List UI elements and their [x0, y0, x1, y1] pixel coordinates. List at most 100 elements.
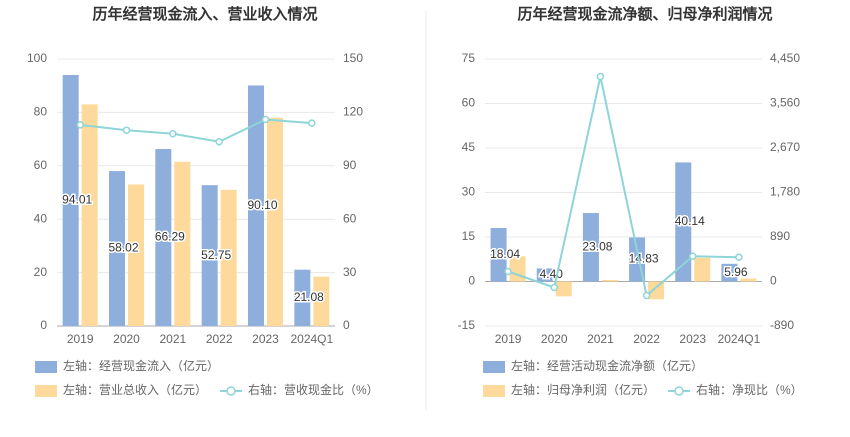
y-tick-label: 30 — [462, 185, 476, 199]
y2-tick-label: 120 — [343, 105, 363, 119]
y-tick-label: 80 — [34, 105, 48, 119]
x-tick-label: 2021 — [587, 332, 614, 346]
bar — [248, 85, 264, 326]
y-tick-label: 15 — [462, 229, 476, 243]
y2-tick-label: 150 — [343, 51, 363, 65]
line-point — [596, 72, 605, 81]
bar — [128, 184, 144, 326]
y2-tick-label: -890 — [770, 318, 794, 332]
legend-label: 左轴：归母净利润（亿元） — [511, 382, 655, 397]
bar — [109, 171, 125, 326]
x-tick-label: 2023 — [679, 332, 706, 346]
bar — [582, 213, 599, 282]
x-tick-label: 2020 — [113, 332, 140, 346]
data-label: 21.08 — [294, 290, 324, 304]
legend-swatch — [483, 361, 505, 373]
line-point — [689, 252, 697, 260]
bar — [201, 185, 218, 326]
y2-tick-label: 2,670 — [770, 140, 800, 154]
data-label: 23.08 — [582, 239, 612, 253]
bar — [675, 162, 692, 282]
bar — [62, 74, 79, 326]
line-point — [308, 119, 316, 127]
legend-swatch — [35, 361, 57, 373]
data-label: 58.02 — [108, 241, 138, 255]
y2-tick-label: 3,560 — [770, 96, 800, 110]
x-tick-label: 2021 — [159, 332, 186, 346]
y2-tick-label: 1,780 — [770, 185, 800, 199]
line-point — [169, 130, 177, 138]
y-tick-label: 60 — [34, 158, 48, 172]
legend-label: 右轴：营收现金比（%） — [248, 382, 379, 397]
x-tick-label: 2019 — [495, 332, 522, 346]
y2-tick-label: 60 — [343, 211, 357, 225]
bar — [536, 268, 553, 282]
y2-tick-label: 0 — [770, 274, 777, 288]
legend-label: 左轴：经营现金流入（亿元） — [63, 358, 219, 373]
data-label: 90.10 — [247, 198, 277, 212]
bar — [648, 281, 665, 300]
bar — [694, 257, 711, 282]
y2-tick-label: 0 — [343, 318, 350, 332]
data-label: 66.29 — [155, 230, 185, 244]
x-tick-label: 2023 — [252, 332, 279, 346]
y-tick-label: 100 — [27, 51, 47, 65]
legend-label: 左轴：营业总收入（亿元） — [63, 382, 207, 397]
data-label: 18.04 — [490, 247, 520, 261]
bar — [81, 104, 98, 326]
y2-tick-label: 4,450 — [770, 51, 800, 65]
chart-title: 历年经营现金流净额、归母净利润情况 — [517, 5, 772, 23]
bar — [294, 269, 311, 326]
line-point — [504, 267, 512, 276]
data-label: 14.83 — [629, 252, 659, 266]
x-tick-label: 2022 — [633, 332, 660, 346]
data-label: 94.01 — [62, 193, 92, 207]
legend-swatch — [226, 386, 236, 396]
y-tick-label: 40 — [34, 211, 48, 225]
x-tick-label: 2020 — [541, 332, 568, 346]
y2-tick-label: 90 — [343, 158, 357, 172]
x-tick-label: 2024Q1 — [718, 332, 761, 346]
data-label: 5.96 — [724, 265, 748, 279]
line — [80, 118, 312, 143]
chart-title: 历年经营现金流入、营业收入情况 — [92, 5, 317, 23]
line-point — [122, 126, 131, 134]
y-tick-label: 0 — [40, 318, 47, 332]
x-tick-label: 2019 — [67, 332, 94, 346]
line — [507, 76, 739, 298]
data-label: 52.75 — [201, 248, 231, 262]
bar — [313, 276, 330, 326]
legend-label: 左轴：经营活动现金流净额（亿元） — [511, 358, 703, 373]
y-tick-label: 60 — [462, 96, 476, 110]
bar — [555, 281, 572, 297]
bar — [155, 149, 172, 326]
line-point — [261, 115, 270, 124]
line-point — [215, 138, 223, 146]
bar — [490, 227, 507, 282]
y-tick-label: 75 — [462, 51, 476, 65]
data-label: 4.40 — [540, 267, 564, 281]
y2-tick-label: 890 — [770, 229, 790, 243]
bar — [740, 278, 757, 282]
bar — [721, 263, 738, 282]
line-point — [642, 291, 651, 300]
y2-tick-label: 30 — [343, 265, 357, 279]
bar — [601, 280, 618, 282]
bar — [220, 189, 237, 326]
legend-swatch — [35, 385, 57, 397]
bar — [174, 161, 191, 326]
y-tick-label: -15 — [458, 318, 476, 332]
x-tick-label: 2024Q1 — [290, 332, 333, 346]
data-label: 40.14 — [675, 214, 705, 228]
line-point — [76, 121, 84, 129]
bar — [267, 117, 283, 327]
y-tick-label: 20 — [34, 265, 48, 279]
line-point — [550, 283, 558, 292]
legend-swatch — [483, 385, 505, 397]
legend-swatch — [674, 386, 684, 396]
y-tick-label: 0 — [468, 274, 475, 288]
x-tick-label: 2022 — [206, 332, 233, 346]
legend-label: 右轴：净现比（%） — [696, 382, 803, 397]
y-tick-label: 45 — [462, 140, 476, 154]
